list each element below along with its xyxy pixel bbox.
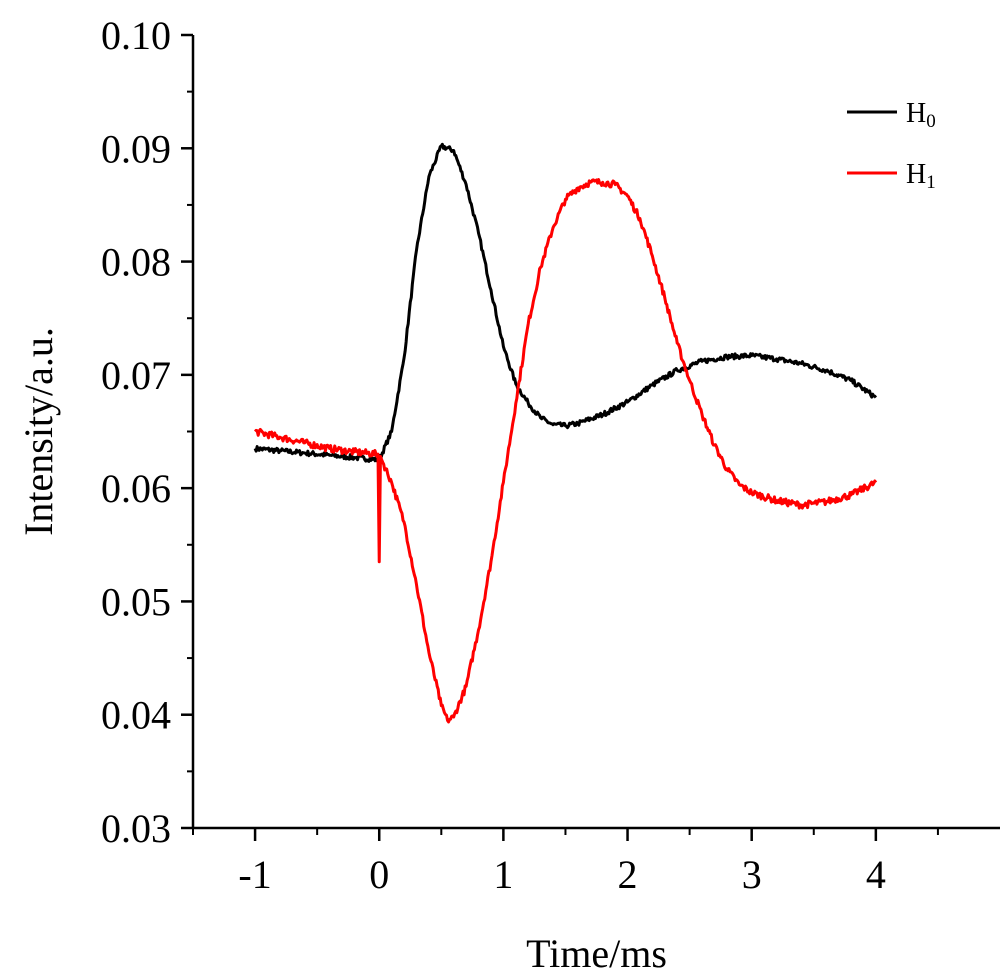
x-tick-label: 1 [493, 852, 513, 897]
x-tick-label: 3 [742, 852, 762, 897]
x-tick-label: 4 [866, 852, 886, 897]
legend: H0 H1 [847, 98, 936, 193]
series-line-1 [253, 178, 878, 724]
x-tick-label: -1 [238, 852, 271, 897]
y-tick-label: 0.04 [101, 693, 171, 738]
y-tick-label: 0.10 [101, 13, 171, 58]
y-tick-label: 0.07 [101, 353, 171, 398]
y-axis-title: Intensity/a.u. [16, 327, 61, 536]
legend-label-1: H1 [906, 159, 936, 193]
y-tick-label: 0.06 [101, 466, 171, 511]
x-axis-title: Time/ms [526, 931, 667, 971]
series-line-0 [253, 142, 878, 463]
plot-area [253, 142, 878, 724]
legend-label-0: H0 [906, 98, 936, 132]
y-tick-label: 0.03 [101, 806, 171, 851]
y-tick-label: 0.09 [101, 126, 171, 171]
x-tick-label: 0 [369, 852, 389, 897]
chart-axes: 0.03 0.04 0.05 0.06 0.07 0.08 0.09 0.10 -1 0 1 2 3 4 [101, 13, 1000, 897]
y-tick-label: 0.05 [101, 579, 171, 624]
y-tick-label: 0.08 [101, 240, 171, 285]
x-tick-label: 2 [618, 852, 638, 897]
